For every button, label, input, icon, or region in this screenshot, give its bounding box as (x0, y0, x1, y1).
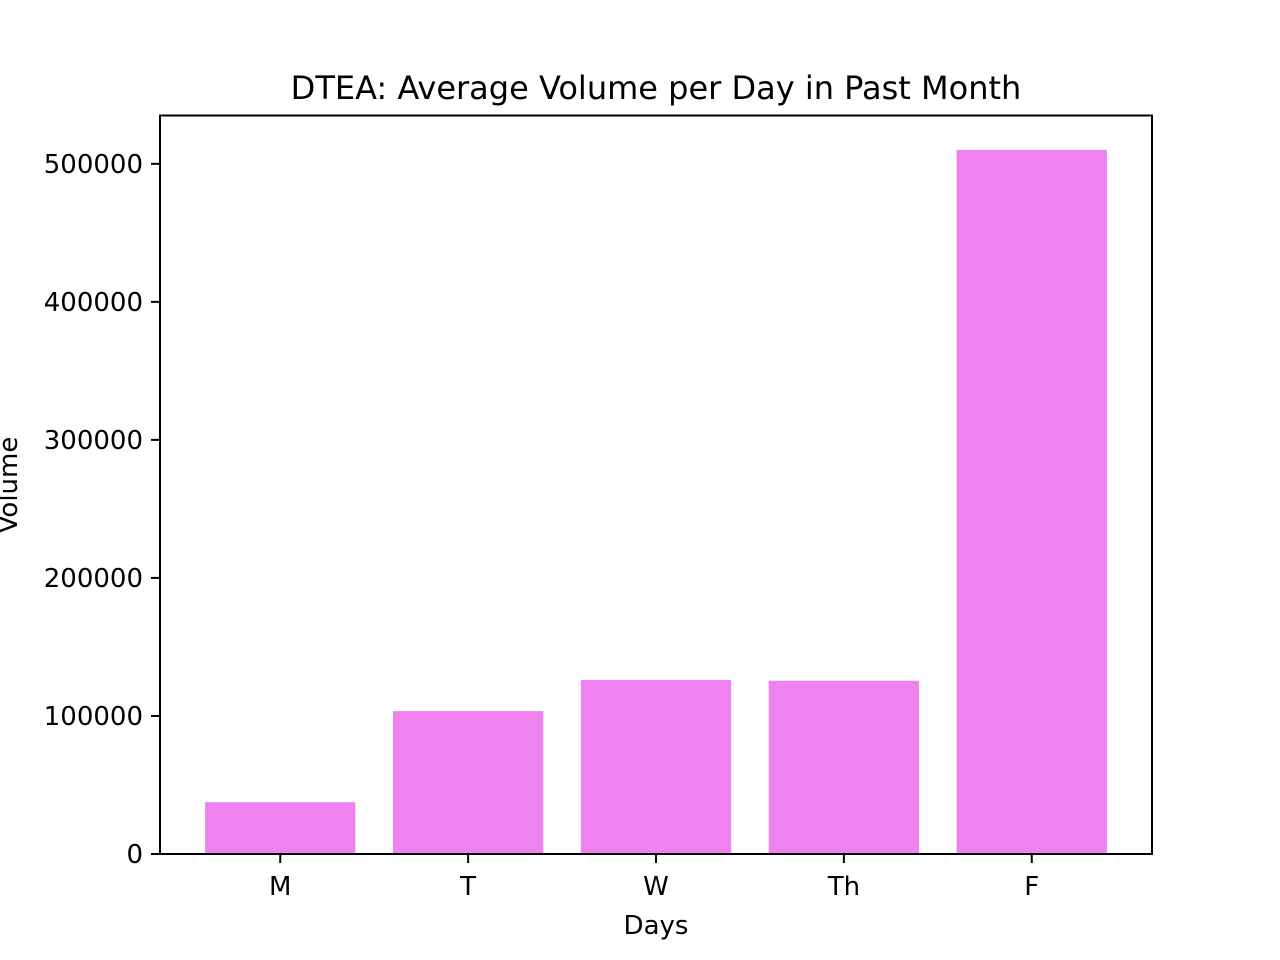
y-tick-label: 500000 (44, 150, 143, 180)
chart-title: DTEA: Average Volume per Day in Past Mon… (291, 69, 1022, 107)
x-tick-label: T (459, 872, 476, 902)
x-tick-label: F (1024, 872, 1039, 902)
bar-f (956, 150, 1107, 854)
x-axis-label: Days (624, 911, 689, 941)
y-tick-label: 400000 (44, 288, 143, 318)
y-tick-label: 200000 (44, 564, 143, 594)
bar-t (392, 711, 544, 854)
y-axis-label: Volume (0, 437, 24, 534)
x-tick-label: W (643, 872, 669, 902)
y-axis-ticks: 0 100000 200000 300000 400000 500000 (44, 150, 160, 870)
y-tick-label: 0 (126, 840, 143, 870)
bar-m (205, 802, 356, 854)
x-tick-label: Th (827, 872, 860, 902)
plot-area-frame (159, 114, 1153, 855)
bars-group (205, 150, 1107, 854)
x-tick-label: M (269, 872, 291, 902)
bar-th (768, 680, 920, 854)
y-tick-label: 100000 (44, 702, 143, 732)
bar-w (580, 680, 732, 854)
y-tick-label: 300000 (44, 426, 143, 456)
x-axis-ticks: M T W Th F (269, 854, 1039, 902)
